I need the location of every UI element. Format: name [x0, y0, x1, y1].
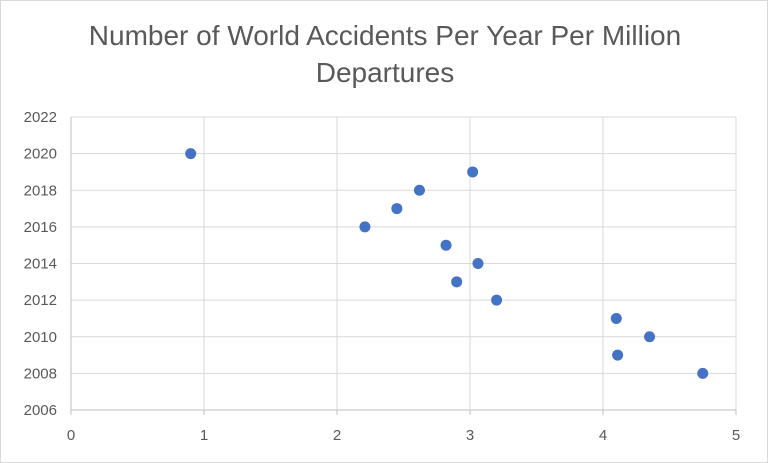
data-point	[491, 294, 503, 306]
data-point	[440, 239, 452, 251]
data-point	[359, 221, 371, 233]
x-tick-label: 4	[599, 427, 607, 444]
gridlines	[71, 116, 737, 410]
data-point	[610, 312, 622, 324]
y-tick-labels: 2006 2008 2010 2012 2014 2016 2018 2020 2022	[24, 109, 57, 419]
y-tick-label: 2014	[24, 256, 57, 273]
data-point	[185, 148, 197, 160]
data-point	[391, 203, 403, 215]
y-tick-label: 2022	[24, 109, 57, 126]
data-point	[644, 331, 656, 343]
axes	[70, 117, 737, 415]
x-tick-label: 5	[732, 427, 740, 444]
data-point	[612, 349, 624, 361]
x-tick-label: 0	[67, 427, 75, 444]
y-tick-label: 2018	[24, 182, 57, 199]
x-tick-labels: 0 1 2 3 4 5	[67, 427, 740, 444]
x-tick-label: 1	[200, 427, 208, 444]
data-points	[185, 148, 709, 379]
x-tick-label: 2	[333, 427, 341, 444]
data-point	[472, 258, 484, 269]
chart-title: Number of World Accidents Per Year Per M…	[88, 20, 682, 88]
data-point	[451, 276, 463, 288]
y-tick-label: 2020	[24, 146, 57, 163]
data-point	[467, 166, 479, 178]
y-tick-label: 2010	[24, 329, 57, 346]
y-tick-label: 2016	[24, 219, 57, 236]
x-tick-label: 3	[466, 427, 474, 444]
y-tick-label: 2006	[24, 402, 57, 419]
data-point	[697, 367, 709, 379]
y-tick-label: 2008	[24, 365, 57, 382]
y-tick-label: 2012	[24, 292, 57, 309]
data-point	[413, 184, 425, 196]
